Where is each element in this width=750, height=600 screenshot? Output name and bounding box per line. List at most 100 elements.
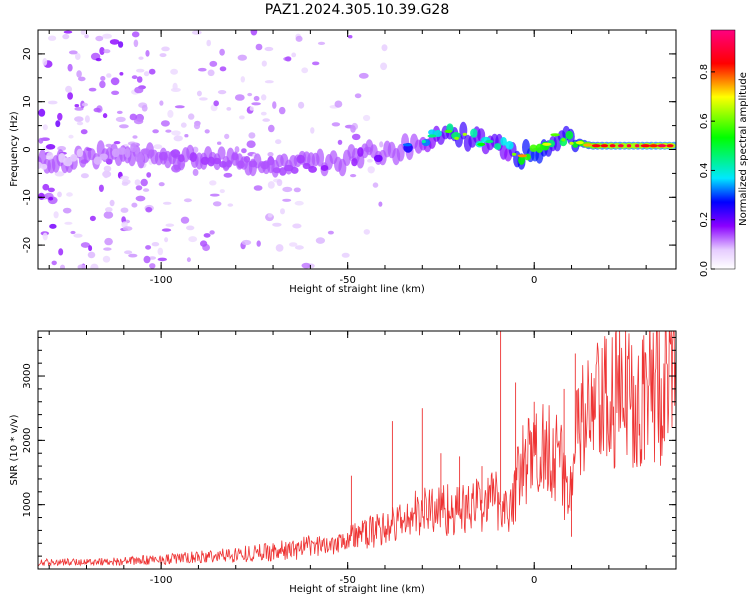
ridge-core <box>158 151 168 161</box>
noise-blob <box>381 44 388 52</box>
noise-blob <box>84 34 89 39</box>
ridge-peak <box>575 141 584 145</box>
noise-blob <box>200 240 208 247</box>
x-tick-label: -50 <box>340 575 356 586</box>
snr-panel: -100 -50 0 1000 2000 3000 Height of straight … <box>9 330 677 595</box>
noise-blob <box>53 211 59 219</box>
noise-blob <box>255 43 263 51</box>
noise-blob <box>262 118 271 122</box>
noise-blob <box>164 237 169 243</box>
noise-blob <box>198 67 207 72</box>
noise-blob <box>192 168 199 176</box>
ridge-core <box>134 153 145 163</box>
y-tick-label: -20 <box>22 237 33 253</box>
noise-blob <box>134 179 141 186</box>
noise-blob <box>268 124 275 133</box>
ridge-core <box>116 147 127 155</box>
noise-blob <box>47 100 58 105</box>
noise-blob <box>209 180 217 186</box>
noise-blob <box>249 106 254 111</box>
ridge-core <box>500 137 507 146</box>
noise-blob <box>301 262 311 269</box>
noise-blob <box>278 106 286 115</box>
noise-blob <box>42 58 48 66</box>
noise-blob <box>289 242 298 247</box>
noise-blob <box>251 102 261 106</box>
ridge-core <box>267 156 275 166</box>
noise-blob <box>54 171 65 177</box>
ridge-peak <box>617 144 624 148</box>
noise-blob <box>267 213 273 218</box>
noise-blob <box>98 184 104 192</box>
noise-blob <box>183 198 192 203</box>
noise-blob <box>78 76 86 82</box>
noise-blob <box>106 73 112 78</box>
x-tick-label: -50 <box>340 275 356 286</box>
noise-blob <box>337 139 343 145</box>
ridge-core <box>428 129 436 136</box>
noise-blob <box>65 85 73 93</box>
ridge-peak <box>640 144 651 148</box>
ridge-core <box>63 157 73 167</box>
ridge-core <box>200 156 210 165</box>
noise-blob <box>152 129 159 134</box>
noise-blob <box>38 192 45 200</box>
ridge-core <box>373 154 383 163</box>
snr-series-line <box>38 331 676 567</box>
noise-blob <box>102 33 112 39</box>
noise-blob <box>49 223 57 229</box>
ridge-peak <box>477 142 486 146</box>
noise-blob <box>193 122 201 130</box>
ridge-core <box>189 152 197 163</box>
noise-blob <box>293 187 301 193</box>
y-tick-label: 2000 <box>22 428 33 453</box>
spectrogram-ridge <box>38 121 676 178</box>
noise-blob <box>143 255 151 264</box>
noise-blob <box>260 111 267 116</box>
noise-blob <box>206 39 211 47</box>
noise-blob <box>250 30 258 36</box>
noise-blob <box>58 248 64 256</box>
noise-blob <box>100 76 106 81</box>
noise-blob <box>81 102 88 107</box>
noise-blob <box>131 202 138 208</box>
y-tick-label: -10 <box>22 189 33 205</box>
noise-blob <box>80 30 87 35</box>
noise-blob <box>148 256 156 260</box>
noise-blob <box>143 71 150 77</box>
noise-blob <box>367 159 373 163</box>
noise-blob <box>102 255 111 263</box>
noise-blob <box>295 35 303 42</box>
noise-blob <box>74 107 84 111</box>
ridge-peak <box>635 144 640 148</box>
noise-blob <box>104 237 113 246</box>
noise-blob <box>204 129 210 134</box>
noise-blob <box>234 94 245 101</box>
x-tick-label: 0 <box>531 575 537 586</box>
snr-x-label: Height of straight line (km) <box>289 584 425 595</box>
ridge-peak <box>517 154 527 158</box>
noise-blob <box>132 135 138 139</box>
noise-blob <box>282 186 293 193</box>
noise-blob <box>240 76 245 83</box>
noise-blob <box>188 236 198 243</box>
snr-ticks: -100 -50 0 1000 2000 3000 <box>22 331 676 586</box>
noise-blob <box>334 100 343 108</box>
noise-blob <box>161 46 170 52</box>
ridge-peak <box>542 142 552 146</box>
noise-blob <box>68 134 74 139</box>
snr-y-label: SNR (10 * v/v) <box>9 414 20 485</box>
ridge-peak <box>626 144 632 148</box>
noise-blob <box>272 101 277 109</box>
noise-blob <box>74 116 84 122</box>
ridge-peak <box>600 144 609 148</box>
ridge-peak <box>649 144 658 148</box>
noise-blob <box>331 122 341 127</box>
ridge-core <box>170 149 181 158</box>
noise-blob <box>159 53 167 58</box>
ridge-core <box>470 128 478 138</box>
noise-blob <box>63 30 73 34</box>
ridge-peak <box>657 144 667 148</box>
ridge-core <box>494 143 502 150</box>
